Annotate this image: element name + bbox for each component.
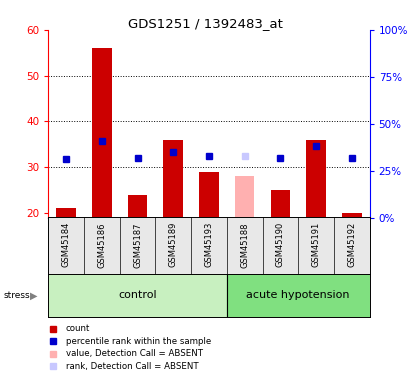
- Text: GSM45189: GSM45189: [169, 222, 178, 267]
- Text: rank, Detection Call = ABSENT: rank, Detection Call = ABSENT: [66, 362, 199, 370]
- Bar: [92, 48, 112, 217]
- Bar: [199, 172, 219, 217]
- Text: acute hypotension: acute hypotension: [247, 290, 350, 300]
- Text: GSM45190: GSM45190: [276, 222, 285, 267]
- Bar: [56, 209, 76, 218]
- Text: GSM45187: GSM45187: [133, 222, 142, 267]
- Bar: [163, 140, 183, 218]
- Text: GSM45186: GSM45186: [97, 222, 106, 267]
- Bar: [270, 190, 290, 217]
- Text: GSM45188: GSM45188: [240, 222, 249, 267]
- Text: percentile rank within the sample: percentile rank within the sample: [66, 336, 211, 345]
- Bar: [342, 213, 362, 217]
- Bar: [128, 195, 147, 217]
- Text: GDS1251 / 1392483_at: GDS1251 / 1392483_at: [129, 17, 283, 30]
- Text: GSM45191: GSM45191: [312, 222, 320, 267]
- Text: control: control: [118, 290, 157, 300]
- Text: value, Detection Call = ABSENT: value, Detection Call = ABSENT: [66, 349, 203, 358]
- Text: GSM45184: GSM45184: [62, 222, 71, 267]
- Text: GSM45192: GSM45192: [347, 222, 356, 267]
- Bar: [48, 274, 227, 317]
- Bar: [227, 274, 370, 317]
- Bar: [306, 140, 326, 218]
- Text: GSM45193: GSM45193: [205, 222, 213, 267]
- Text: count: count: [66, 324, 90, 333]
- Text: ▶: ▶: [30, 290, 38, 300]
- Bar: [235, 176, 255, 218]
- Text: stress: stress: [3, 291, 30, 300]
